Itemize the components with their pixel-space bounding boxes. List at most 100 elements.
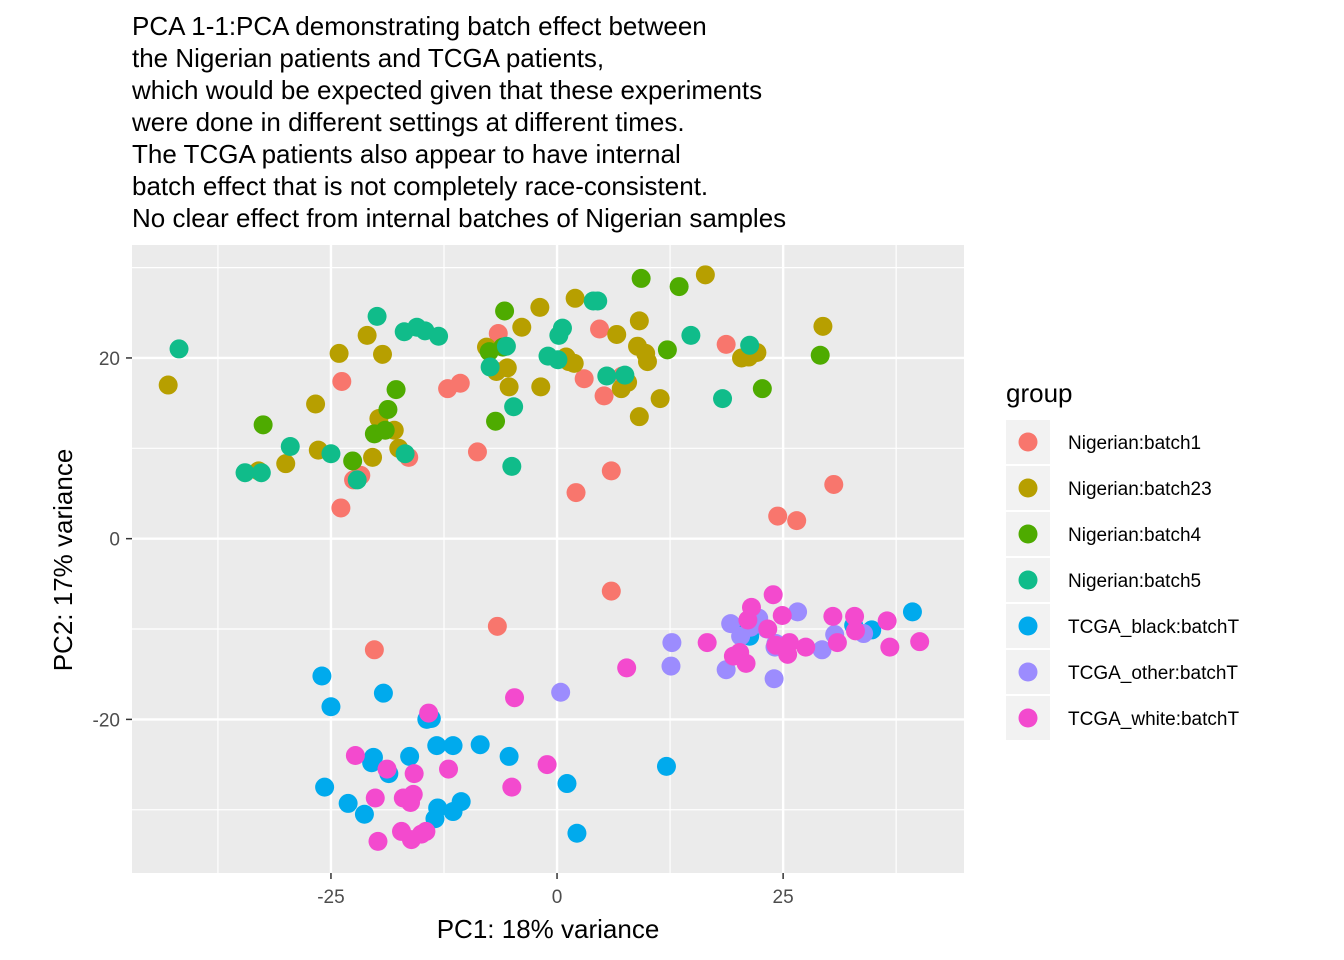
- data-point: [427, 736, 447, 756]
- legend-item-label: Nigerian:batch4: [1068, 525, 1202, 546]
- x-tick-label: -25: [317, 887, 344, 908]
- data-point: [772, 605, 792, 625]
- data-point: [763, 585, 783, 605]
- legend-key-marker: [1018, 662, 1038, 682]
- data-point: [400, 746, 420, 766]
- y-tick-label: -20: [93, 710, 120, 731]
- data-point: [502, 777, 522, 797]
- data-point: [321, 444, 341, 464]
- data-point: [332, 371, 352, 391]
- data-point: [768, 506, 788, 526]
- data-point: [470, 735, 490, 755]
- data-point: [564, 353, 584, 373]
- data-point: [429, 326, 449, 346]
- data-point: [764, 669, 784, 689]
- chart-title: PCA 1-1:PCA demonstrating batch effect b…: [131, 11, 786, 233]
- data-point: [880, 637, 900, 657]
- data-point: [629, 311, 649, 331]
- data-point: [631, 268, 651, 288]
- data-point: [551, 682, 571, 702]
- data-point: [827, 633, 847, 653]
- title-line: which would be expected given that these…: [131, 75, 762, 105]
- data-point: [251, 463, 271, 483]
- data-point: [590, 319, 610, 339]
- data-point: [321, 697, 341, 717]
- data-point: [736, 653, 756, 673]
- x-tick-label: 25: [773, 887, 794, 908]
- data-point: [588, 291, 608, 311]
- title-line: No clear effect from internal batches of…: [132, 203, 786, 233]
- data-point: [338, 793, 358, 813]
- data-point: [357, 325, 377, 345]
- data-point: [741, 597, 761, 617]
- legend: group Nigerian:batch1 Nigerian:batch23 Nig…: [1006, 378, 1239, 740]
- data-point: [512, 317, 532, 337]
- x-axis-ticks: -25 0 25: [317, 873, 794, 908]
- data-points: [158, 265, 930, 851]
- data-point: [566, 483, 586, 503]
- data-point: [716, 334, 736, 354]
- x-tick-label: 0: [552, 887, 563, 908]
- data-point: [531, 377, 551, 397]
- data-point: [594, 386, 614, 406]
- data-point: [597, 366, 617, 386]
- data-point: [661, 656, 681, 676]
- title-line: the Nigerian patients and TCGA patients,: [132, 43, 604, 73]
- data-point: [373, 683, 393, 703]
- data-point: [504, 397, 524, 417]
- data-point: [713, 389, 733, 409]
- data-point: [499, 746, 519, 766]
- data-point: [552, 318, 572, 338]
- data-point: [367, 306, 387, 326]
- data-point: [697, 633, 717, 653]
- data-point: [354, 804, 374, 824]
- y-axis-title: PC2: 17% variance: [48, 449, 78, 672]
- data-point: [681, 325, 701, 345]
- data-point: [496, 336, 516, 356]
- data-point: [779, 633, 799, 653]
- y-tick-label: 0: [109, 530, 120, 551]
- data-point: [451, 792, 471, 812]
- data-point: [557, 774, 577, 794]
- data-point: [439, 759, 459, 779]
- y-axis-ticks: -20 0 20: [93, 349, 132, 731]
- data-point: [486, 411, 506, 431]
- data-point: [343, 451, 363, 471]
- data-point: [669, 277, 689, 297]
- data-point: [345, 746, 365, 766]
- data-point: [788, 602, 808, 622]
- data-point: [495, 301, 515, 321]
- data-point: [443, 736, 463, 756]
- data-point: [312, 666, 332, 686]
- title-line: were done in different settings at diffe…: [131, 107, 685, 137]
- data-point: [416, 821, 436, 841]
- legend-key-marker: [1018, 432, 1038, 452]
- data-point: [419, 703, 439, 723]
- data-point: [331, 498, 351, 518]
- data-point: [813, 316, 833, 336]
- data-point: [375, 420, 395, 440]
- data-point: [845, 606, 865, 626]
- data-point: [378, 399, 398, 419]
- y-tick-label: 20: [99, 349, 120, 370]
- data-point: [657, 340, 677, 360]
- data-point: [902, 602, 922, 622]
- data-point: [497, 358, 517, 378]
- data-point: [567, 823, 587, 843]
- data-point: [548, 350, 568, 370]
- x-axis-title: PC1: 18% variance: [437, 914, 660, 944]
- data-point: [565, 288, 585, 308]
- data-point: [403, 784, 423, 804]
- data-point: [601, 581, 621, 601]
- data-point: [615, 365, 635, 385]
- legend-item-label: TCGA_black:batchT: [1068, 617, 1239, 638]
- legend-title: group: [1006, 378, 1073, 408]
- title-line: batch effect that is not completely race…: [132, 171, 708, 201]
- data-point: [158, 375, 178, 395]
- data-point: [395, 444, 415, 464]
- data-point: [637, 352, 657, 372]
- legend-key-marker: [1018, 478, 1038, 498]
- data-point: [280, 437, 300, 457]
- data-point: [276, 454, 296, 474]
- data-point: [505, 688, 525, 708]
